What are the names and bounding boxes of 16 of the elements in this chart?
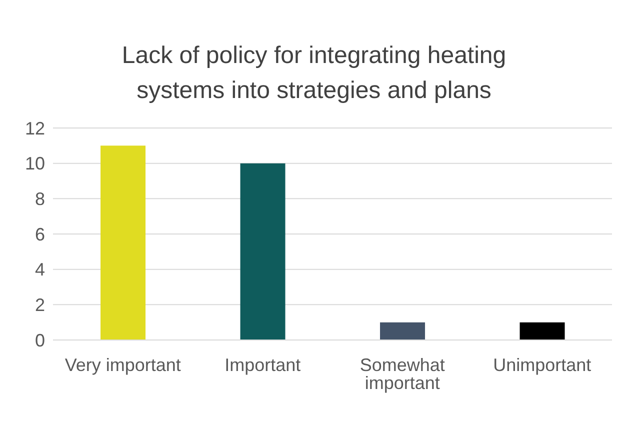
y-tick-label: 0 [34,330,45,350]
y-tick-label: 12 [24,118,45,138]
chart-title: Lack of policy for integrating heating systems into strategies and plans [120,41,508,106]
y-tick-label: 2 [34,295,45,316]
bar [240,163,286,340]
x-tick-label: Important [224,354,301,375]
x-tick-label: Very important [64,354,181,375]
y-tick-label: 8 [34,189,45,210]
x-tick-label: Unimportant [493,354,592,375]
bar [100,146,146,340]
bar [520,322,565,340]
y-tick-label: 6 [34,224,45,244]
bar [380,322,426,340]
y-tick-label: 10 [24,154,45,174]
y-tick-label: 4 [34,260,45,280]
x-tick-label: Somewhat important [360,354,445,393]
